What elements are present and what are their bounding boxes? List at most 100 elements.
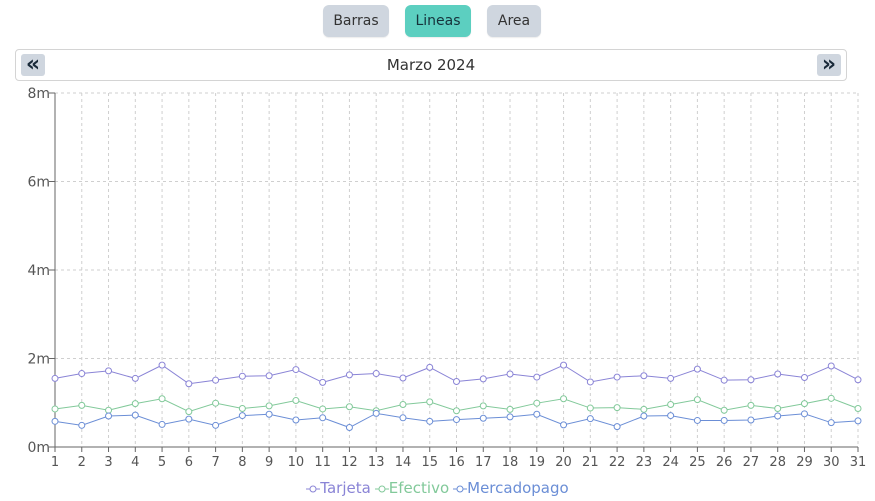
y-tick-label: 4m: [27, 263, 50, 279]
x-tick-label: 13: [368, 455, 385, 470]
tab-barras[interactable]: Barras: [323, 5, 389, 37]
data-point-mercadopago: [185, 415, 193, 423]
data-point-efectivo: [506, 405, 514, 413]
data-point-tarjeta: [399, 374, 407, 382]
data-point-tarjeta: [747, 376, 755, 384]
data-point-tarjeta: [265, 372, 273, 380]
data-point-tarjeta: [533, 373, 541, 381]
data-point-mercadopago: [854, 417, 862, 425]
x-tick-label: 17: [475, 455, 492, 470]
data-point-efectivo: [453, 407, 460, 415]
double-chevron-left-icon[interactable]: «: [21, 54, 45, 76]
data-point-efectivo: [131, 400, 139, 408]
data-point-tarjeta: [131, 374, 139, 382]
data-point-mercadopago: [640, 412, 648, 420]
data-point-mercadopago: [345, 424, 353, 432]
data-point-efectivo: [640, 405, 648, 413]
data-point-mercadopago: [613, 423, 621, 431]
month-label: Marzo 2024: [386, 56, 476, 74]
data-point-efectivo: [800, 400, 808, 408]
data-point-efectivo: [158, 395, 166, 403]
data-point-efectivo: [399, 401, 407, 409]
legend-item-efectivo[interactable]: Efectivo: [374, 479, 450, 497]
data-point-mercadopago: [212, 421, 220, 429]
legend-item-tarjeta[interactable]: Tarjeta: [306, 479, 371, 497]
data-point-mercadopago: [399, 414, 407, 422]
x-tick-label: 29: [796, 455, 813, 470]
data-point-mercadopago: [453, 416, 460, 424]
data-point-efectivo: [345, 403, 353, 411]
data-point-tarjeta: [506, 370, 514, 378]
data-point-mercadopago: [238, 412, 246, 420]
data-point-mercadopago: [720, 416, 728, 424]
data-point-efectivo: [292, 397, 300, 405]
data-point-mercadopago: [693, 416, 701, 424]
x-tick-label: 28: [769, 455, 786, 470]
month-navigator: « Marzo 2024 »: [15, 49, 847, 81]
data-point-tarjeta: [319, 378, 327, 386]
data-point-mercadopago: [292, 416, 300, 424]
data-point-mercadopago: [158, 420, 166, 428]
legend-marker-icon: [306, 485, 321, 492]
data-point-efectivo: [747, 401, 755, 409]
data-point-efectivo: [854, 405, 862, 413]
legend-label: Efectivo: [388, 479, 450, 497]
data-point-mercadopago: [426, 417, 434, 425]
data-point-mercadopago: [319, 414, 327, 422]
legend-marker-icon: [453, 485, 468, 492]
x-tick-label: 12: [341, 455, 358, 470]
data-point-efectivo: [774, 405, 782, 413]
data-point-tarjeta: [479, 375, 487, 383]
data-point-efectivo: [479, 402, 487, 410]
x-tick-label: 15: [421, 455, 438, 470]
data-point-tarjeta: [372, 370, 380, 378]
data-point-efectivo: [78, 401, 86, 409]
x-tick-label: 23: [636, 455, 653, 470]
data-point-tarjeta: [667, 374, 675, 382]
data-point-mercadopago: [372, 409, 380, 417]
data-point-mercadopago: [667, 412, 675, 420]
data-point-mercadopago: [479, 414, 487, 422]
data-point-mercadopago: [131, 411, 139, 419]
data-point-efectivo: [212, 399, 220, 407]
data-point-efectivo: [426, 398, 434, 406]
data-point-efectivo: [105, 406, 113, 414]
data-point-tarjeta: [800, 374, 808, 382]
data-point-tarjeta: [774, 370, 782, 378]
data-point-tarjeta: [105, 367, 113, 375]
data-point-tarjeta: [426, 363, 434, 371]
data-point-efectivo: [51, 405, 59, 413]
y-tick-label: 0m: [27, 440, 50, 456]
data-point-tarjeta: [51, 374, 59, 382]
data-point-tarjeta: [693, 365, 701, 373]
data-point-mercadopago: [560, 421, 568, 429]
x-tick-label: 3: [104, 455, 112, 470]
data-point-efectivo: [265, 402, 273, 410]
data-point-efectivo: [720, 406, 728, 414]
data-point-tarjeta: [613, 373, 621, 381]
x-tick-label: 11: [314, 455, 331, 470]
data-point-tarjeta: [158, 361, 166, 369]
x-tick-label: 8: [238, 455, 246, 470]
legend-marker-icon: [374, 485, 389, 492]
double-chevron-right-icon[interactable]: »: [817, 54, 841, 76]
data-point-efectivo: [560, 395, 568, 403]
legend-item-mercadopago[interactable]: Mercadopago: [453, 479, 569, 497]
data-point-tarjeta: [586, 378, 594, 386]
tab-lineas[interactable]: Lineas: [405, 5, 471, 37]
data-point-efectivo: [319, 405, 327, 413]
x-tick-label: 4: [131, 455, 139, 470]
x-tick-label: 30: [823, 455, 840, 470]
data-point-tarjeta: [560, 361, 568, 369]
data-point-tarjeta: [78, 370, 86, 378]
tab-area[interactable]: Area: [487, 5, 541, 37]
data-point-tarjeta: [640, 372, 648, 380]
data-point-efectivo: [238, 405, 246, 413]
x-tick-label: 25: [689, 455, 706, 470]
data-point-efectivo: [586, 404, 594, 412]
data-point-mercadopago: [800, 410, 808, 418]
x-tick-label: 9: [265, 455, 273, 470]
data-point-tarjeta: [185, 380, 193, 388]
x-tick-label: 20: [555, 455, 572, 470]
